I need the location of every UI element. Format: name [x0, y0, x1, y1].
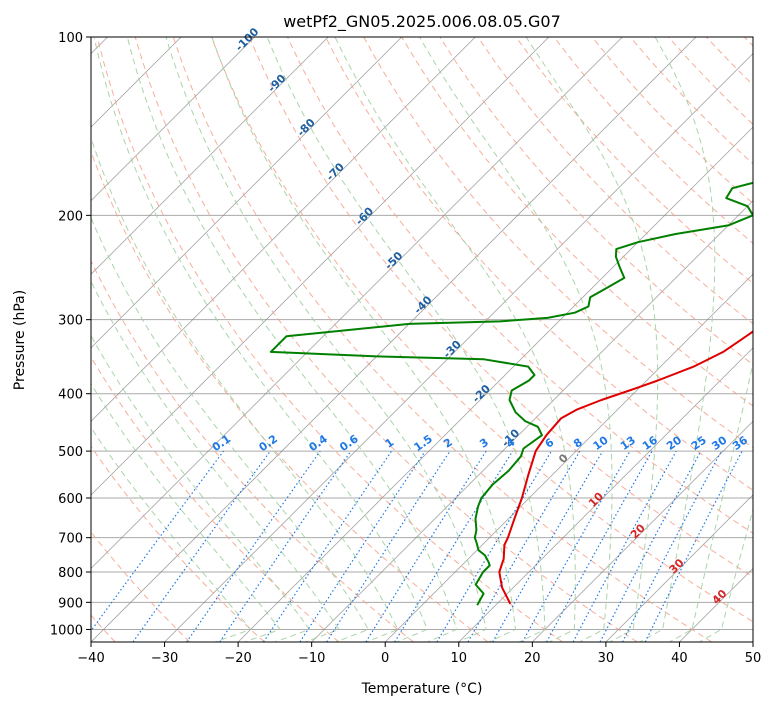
- moist-adiabat: [266, 37, 546, 642]
- y-tick-label: 900: [58, 596, 83, 611]
- isotherm: [91, 37, 697, 642]
- dry-adiabat: [515, 37, 753, 284]
- x-tick-label: −40: [77, 651, 104, 666]
- isotherm: [91, 37, 623, 570]
- isotherm: [237, 126, 753, 642]
- mixing-ratio-line: [546, 450, 653, 642]
- chart-title: wetPf2_GN05.2025.006.08.05.G07: [283, 12, 561, 32]
- y-tick-label: 700: [58, 532, 83, 547]
- x-tick-label: 30: [598, 651, 615, 666]
- isotherms: [91, 37, 753, 642]
- y-tick-label: 100: [58, 31, 83, 46]
- x-tick-label: 10: [451, 651, 468, 666]
- moist-adiabat: [93, 37, 428, 642]
- moist-adiabat: [419, 37, 613, 642]
- isotherm: [532, 420, 753, 642]
- dry-adiabat: [96, 37, 563, 642]
- y-tick-label: 800: [58, 566, 83, 581]
- x-tick-label: −20: [224, 651, 251, 666]
- x-tick-label: −30: [151, 651, 178, 666]
- dry-adiabat: [248, 37, 753, 578]
- y-tick-label: 300: [58, 314, 83, 329]
- dry-adiabat: [325, 37, 753, 491]
- y-tick-label: 200: [58, 209, 83, 224]
- plot-background: [91, 37, 753, 642]
- isotherm: [91, 37, 476, 422]
- y-tick-label: 600: [58, 492, 83, 507]
- x-axis-ticks: −40 −30 −20 −10 0 10 20 30 40 50: [77, 642, 761, 666]
- x-tick-label: 40: [671, 651, 688, 666]
- moist-adiabat: [668, 360, 753, 642]
- y-tick-label: 400: [58, 388, 83, 403]
- x-tick-label: 50: [745, 651, 762, 666]
- dry-adiabat: [210, 37, 753, 623]
- moist-adiabat: [91, 216, 370, 642]
- mixing-ratio-line: [326, 450, 451, 642]
- isotherm: [458, 347, 753, 642]
- dry-adiabat: [172, 37, 713, 642]
- moist-adiabat: [638, 37, 716, 642]
- moist-adiabat: [211, 37, 517, 642]
- mixing-ratio-line: [219, 450, 352, 642]
- dry-adiabat: [91, 259, 414, 642]
- x-tick-label: −10: [298, 651, 325, 666]
- y-axis-label: Pressure (hPa): [12, 290, 28, 390]
- dry-adiabat: [287, 37, 753, 534]
- mixing-ratio-line: [521, 450, 631, 642]
- moist-adiabat: [525, 37, 659, 642]
- mixing-ratio-line: [572, 450, 677, 642]
- moist-adiabat: [91, 334, 311, 642]
- mixing-ratio-line: [262, 450, 392, 642]
- temperature-trace: [498, 330, 753, 605]
- mixing-ratio-line: [91, 450, 224, 632]
- y-tick-label: 500: [58, 445, 83, 460]
- moist-adiabat: [91, 280, 340, 642]
- moist-adiabat: [91, 382, 281, 642]
- y-axis-ticks: 100 200 300 400 500 600 700 800 900 1000: [50, 31, 91, 638]
- isotherm: [752, 641, 753, 642]
- pressure-gridlines: [91, 37, 753, 630]
- isotherm: [91, 37, 329, 275]
- isotherm: [384, 273, 753, 642]
- isotherm: [91, 37, 255, 202]
- x-axis-label: Temperature (°C): [361, 681, 483, 697]
- moist-adiabat: [91, 426, 252, 642]
- y-tick-label: 1000: [50, 623, 83, 638]
- moist-adiabat: [334, 37, 576, 642]
- dry-adiabat: [91, 356, 340, 642]
- mixing-ratio-line: [186, 450, 321, 642]
- dry-adiabats: [91, 37, 753, 642]
- isotherm: [605, 494, 753, 642]
- sounding-traces: [269, 181, 753, 606]
- x-tick-label: 20: [524, 651, 541, 666]
- dry-adiabat: [91, 445, 265, 642]
- x-tick-label: 0: [381, 651, 389, 666]
- isotherm: [91, 37, 403, 349]
- dewpoint-trace: [269, 181, 753, 606]
- plot-frame: [90, 36, 754, 643]
- moist-adiabat: [126, 37, 458, 642]
- mixing-ratio-line: [299, 450, 426, 642]
- mixing-ratio-line: [644, 450, 743, 642]
- isotherm: [164, 52, 753, 642]
- mixing-ratio-line: [132, 450, 271, 642]
- isotherm: [91, 37, 550, 496]
- moist-adiabat: [91, 136, 399, 642]
